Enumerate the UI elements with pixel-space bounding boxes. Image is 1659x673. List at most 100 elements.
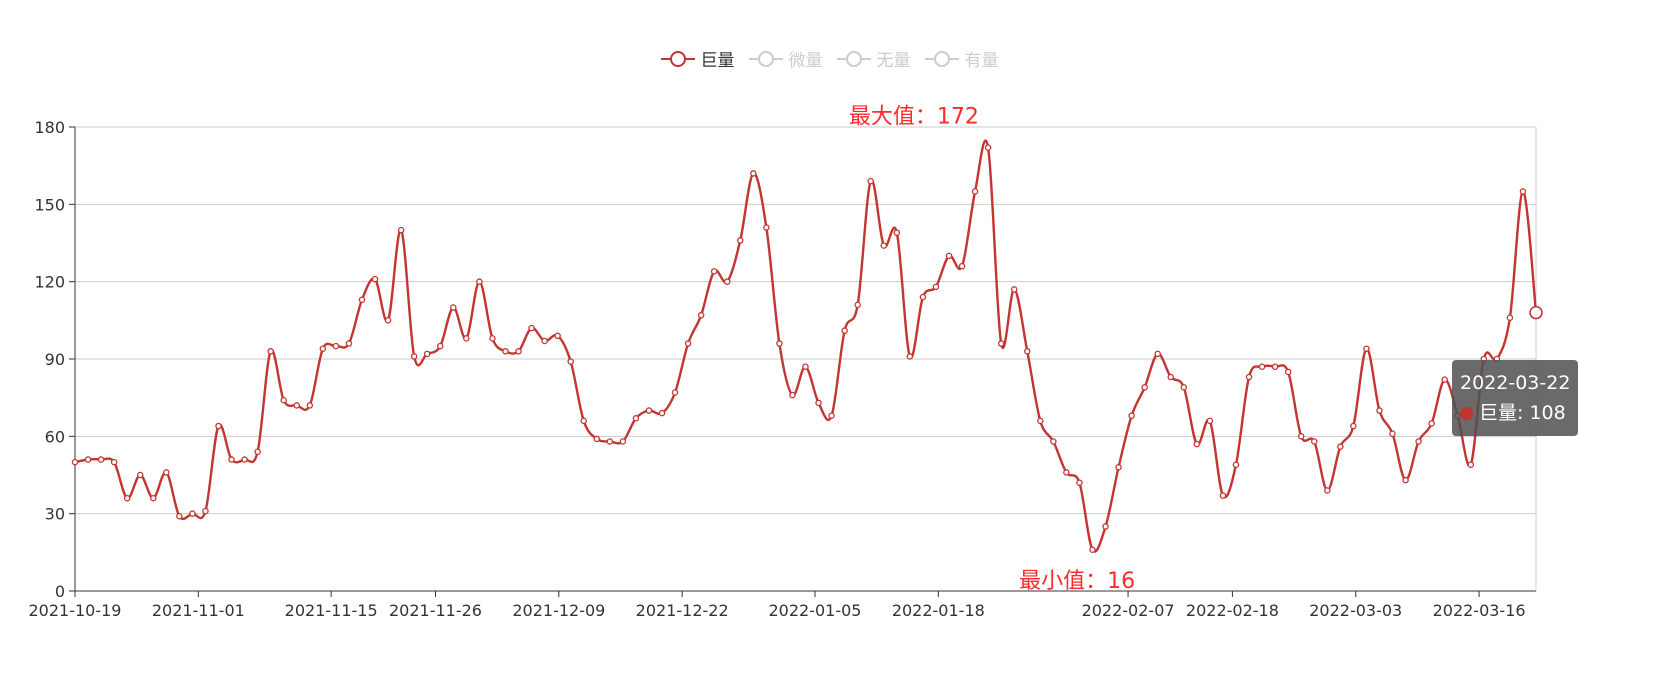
y-tick-label: 30	[45, 505, 65, 524]
data-point	[828, 412, 835, 419]
data-point	[332, 342, 340, 350]
data-point	[1102, 523, 1109, 530]
data-point	[789, 391, 796, 399]
data-point	[737, 237, 744, 244]
data-point	[1063, 469, 1070, 476]
line-circle-icon	[924, 50, 959, 67]
data-point	[1337, 443, 1344, 450]
min-value-label: 最小值：16	[1019, 569, 1135, 594]
tooltip-row: 巨量: 108	[1460, 398, 1570, 428]
data-point	[1258, 363, 1266, 370]
legend-label: 无量	[876, 51, 911, 71]
data-point	[1141, 384, 1148, 391]
data-point	[1324, 487, 1331, 494]
tooltip-series: 巨量	[1479, 402, 1518, 424]
data-point	[723, 278, 731, 285]
data-point	[841, 327, 848, 334]
data-point	[241, 456, 248, 463]
data-point	[697, 311, 705, 319]
data-point	[593, 435, 601, 443]
data-point	[450, 304, 457, 311]
data-point	[1037, 417, 1044, 425]
data-point	[906, 353, 914, 360]
data-point	[502, 348, 509, 355]
x-tick-label: 2021-11-15	[285, 601, 378, 620]
data-point	[97, 456, 105, 463]
y-axis: 0 30 60 90 120 150 180	[34, 118, 76, 601]
data-point	[1402, 476, 1409, 484]
line-circle-icon	[748, 50, 783, 67]
data-point	[997, 340, 1005, 347]
data-point	[1310, 438, 1318, 445]
data-point	[189, 510, 196, 517]
data-point	[163, 469, 170, 476]
y-tick-label: 0	[55, 582, 65, 601]
data-point	[867, 177, 874, 185]
line-circle-icon	[660, 50, 695, 67]
line-circle-icon	[836, 50, 871, 67]
data-point	[893, 229, 901, 236]
data-point	[1245, 373, 1253, 381]
data-point	[202, 507, 209, 515]
legend-item-微量[interactable]: 微量	[748, 46, 823, 71]
data-point	[619, 438, 627, 445]
data-point	[854, 301, 861, 309]
data-point-highlighted	[1529, 305, 1543, 320]
data-point	[280, 396, 287, 404]
data-point	[423, 350, 431, 358]
y-tick-label: 120	[34, 273, 65, 292]
data-point	[267, 348, 274, 355]
legend: 巨量 微量 无量 有量	[0, 46, 1659, 71]
data-point	[1271, 363, 1279, 370]
x-tick-label: 2021-12-09	[512, 601, 605, 620]
legend-label: 有量	[964, 51, 999, 71]
y-tick-label: 150	[34, 195, 65, 214]
data-point	[1297, 433, 1305, 440]
legend-item-巨量[interactable]: 巨量	[660, 46, 735, 71]
data-point	[136, 471, 144, 479]
x-axis: 2021-10-19 2021-11-01 2021-11-15 2021-11-26…	[29, 590, 1536, 620]
x-tick-label: 2022-01-18	[892, 601, 985, 620]
data-point	[1506, 314, 1514, 322]
data-point	[554, 332, 561, 340]
data-point	[410, 353, 418, 360]
x-tick-label: 2022-01-05	[768, 601, 861, 620]
x-tick-label: 2021-10-19	[29, 601, 122, 620]
data-point	[254, 448, 261, 456]
series-points[interactable]	[71, 144, 1543, 554]
data-point	[515, 348, 522, 355]
series-dot-icon	[1460, 407, 1473, 420]
data-point	[658, 409, 666, 417]
data-point	[110, 458, 118, 466]
data-point	[880, 242, 888, 249]
data-point	[176, 512, 183, 520]
data-point	[1363, 345, 1370, 352]
grid-lines	[75, 126, 1537, 591]
legend-item-无量[interactable]: 无量	[836, 46, 911, 71]
tooltip-value: 108	[1529, 402, 1566, 424]
data-point	[1024, 348, 1031, 355]
data-point	[776, 340, 783, 347]
data-point	[645, 407, 653, 414]
data-point	[802, 363, 809, 370]
data-point	[932, 283, 940, 291]
data-point	[580, 417, 587, 425]
x-tick-label: 2022-03-03	[1309, 601, 1402, 620]
data-point	[319, 345, 327, 352]
x-tick-label: 2022-02-07	[1082, 601, 1175, 620]
data-point	[1180, 384, 1188, 391]
data-point	[1467, 461, 1475, 468]
data-point	[384, 317, 392, 324]
x-tick-label: 2021-12-22	[636, 601, 729, 620]
data-point	[463, 335, 470, 342]
data-point	[1167, 373, 1175, 381]
data-point	[1193, 440, 1201, 448]
max-value-label: 最大值：172	[849, 105, 979, 130]
data-point	[567, 358, 574, 365]
data-point	[84, 456, 92, 463]
data-point	[1010, 286, 1018, 293]
data-point	[1519, 188, 1527, 195]
legend-item-有量[interactable]: 有量	[924, 46, 999, 71]
data-point	[1428, 420, 1435, 427]
